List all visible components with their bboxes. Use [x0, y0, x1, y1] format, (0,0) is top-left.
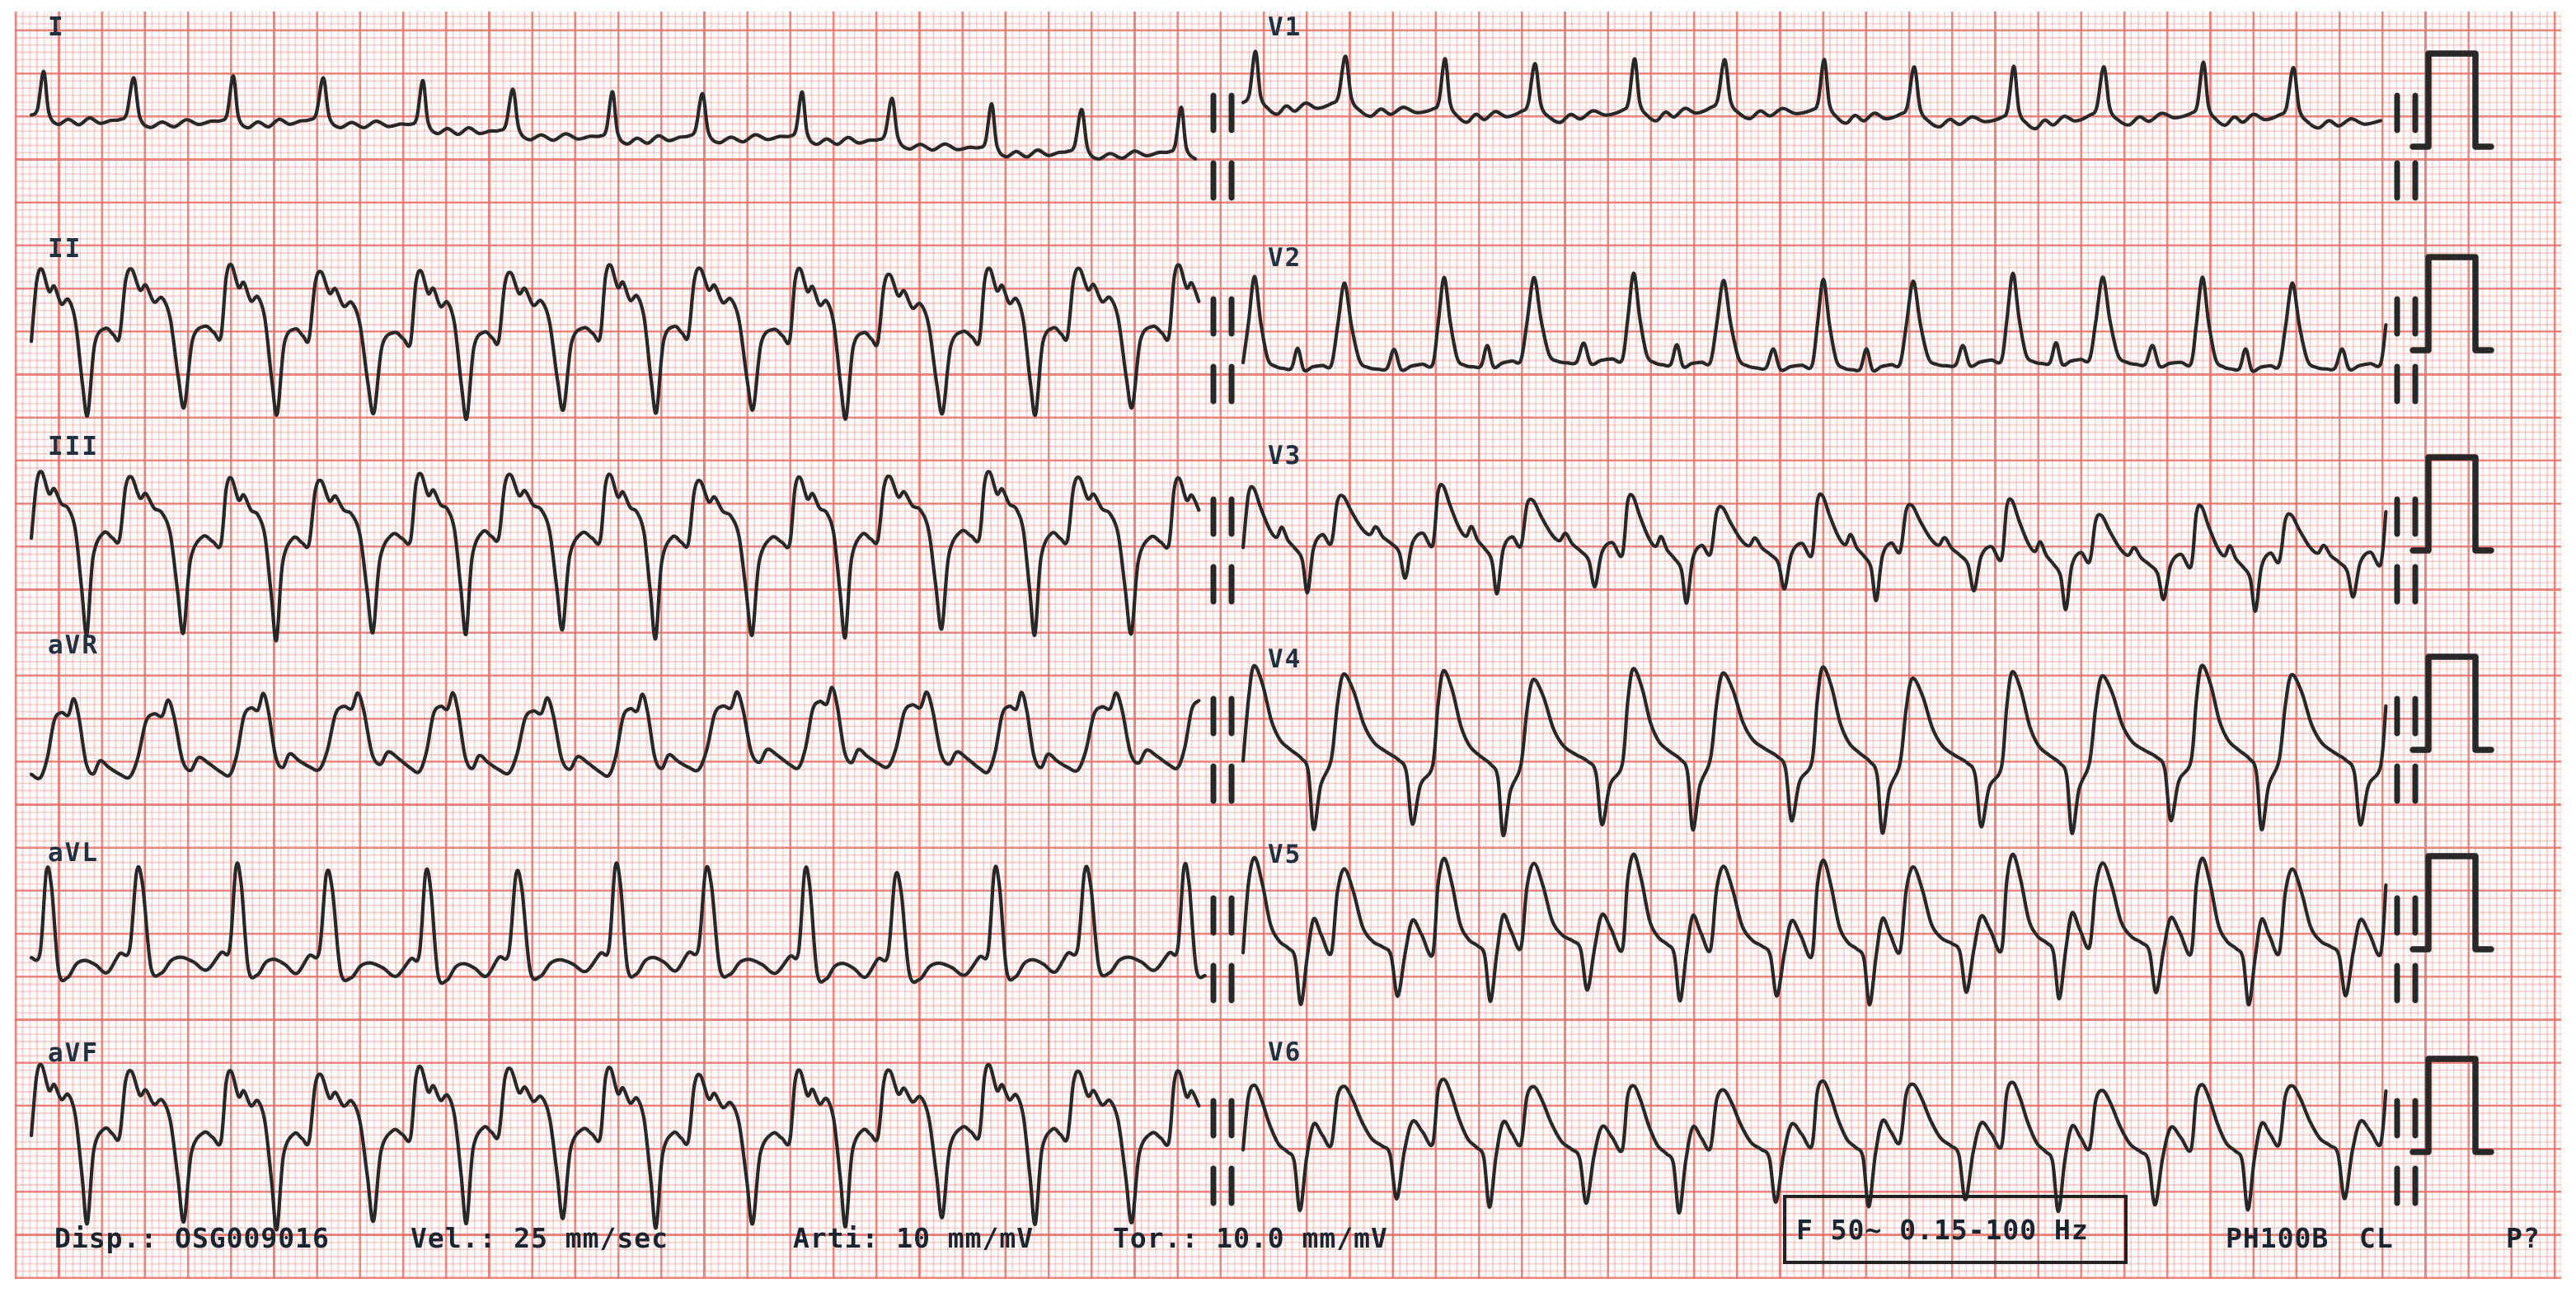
- footer-vel: Vel.: 25 mm/sec: [411, 1222, 669, 1254]
- lead-label-V5: V5: [1268, 840, 1302, 869]
- filter-box: F 50~ 0.15-100 Hz: [1783, 1195, 2128, 1264]
- lead-label-V6: V6: [1268, 1037, 1302, 1067]
- lead-label-V2: V2: [1268, 243, 1302, 273]
- lead-label-V1: V1: [1268, 12, 1302, 42]
- footer-device: PH100B: [2226, 1222, 2330, 1254]
- lead-label-I: I: [48, 12, 65, 42]
- lead-label-II: II: [48, 234, 82, 264]
- lead-label-V3: V3: [1268, 441, 1302, 471]
- lead-label-aVR: aVR: [48, 630, 99, 660]
- lead-label-aVF: aVF: [48, 1038, 99, 1068]
- footer-disp: Disp.: OSG009016: [54, 1222, 330, 1254]
- footer-mode: CL: [2359, 1222, 2394, 1254]
- lead-label-aVL: aVL: [48, 838, 99, 868]
- lead-label-III: III: [48, 432, 99, 461]
- footer-tor: Tor.: 10.0 mm/mV: [1113, 1222, 1388, 1254]
- footer-page: P?: [2506, 1222, 2541, 1254]
- footer-filter-label: F 50~ 0.15-100 Hz: [1796, 1213, 2089, 1246]
- footer-arti: Arti: 10 mm/mV: [793, 1222, 1035, 1254]
- lead-label-V4: V4: [1268, 644, 1302, 674]
